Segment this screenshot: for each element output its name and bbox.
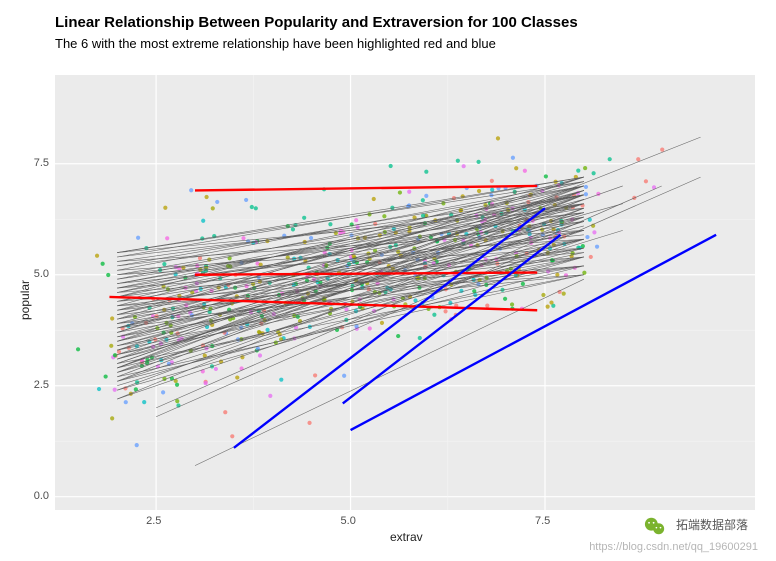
chart-subtitle: The 6 with the most extreme relationship…: [55, 36, 496, 51]
y-tick-label: 7.5: [34, 157, 49, 169]
plot-panel: [55, 75, 755, 510]
watermark-brand: 拓端数据部落: [676, 516, 748, 533]
x-tick-label: 5.0: [341, 515, 356, 527]
plot-svg: [55, 75, 755, 510]
y-axis-title: popular: [18, 280, 32, 320]
x-tick-label: 7.5: [535, 515, 550, 527]
y-tick-label: 0.0: [34, 490, 49, 502]
y-tick-label: 2.5: [34, 379, 49, 391]
x-axis-title: extrav: [390, 530, 423, 544]
watermark-url: https://blog.csdn.net/qq_19600291: [589, 541, 758, 553]
wechat-icon: [644, 515, 666, 537]
x-tick-label: 2.5: [146, 515, 161, 527]
chart-title: Linear Relationship Between Popularity a…: [55, 14, 578, 31]
y-tick-label: 5.0: [34, 268, 49, 280]
chart-container: Linear Relationship Between Popularity a…: [0, 0, 776, 561]
